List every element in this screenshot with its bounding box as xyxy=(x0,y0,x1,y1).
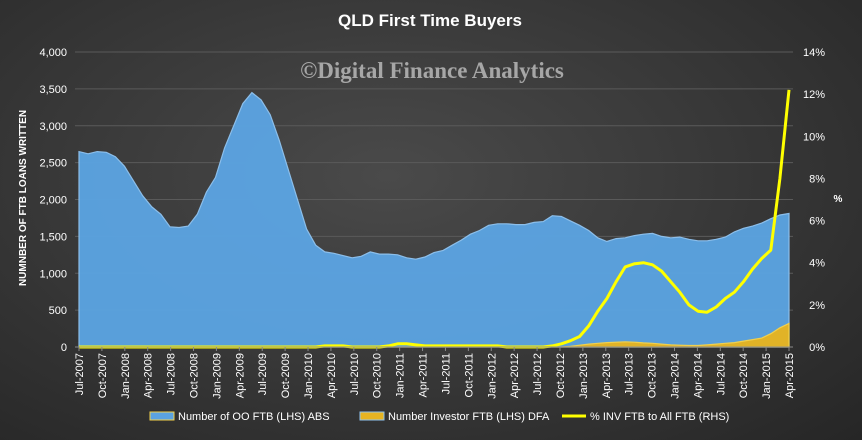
legend-swatch xyxy=(149,411,175,421)
legend-swatch xyxy=(359,411,385,421)
x-tick-label: Apr-2013 xyxy=(601,353,613,398)
x-tick-label: Apr-2009 xyxy=(234,353,246,398)
y-tick-label: 4,000 xyxy=(39,47,67,59)
y-axis-label: NUMNBER OF FTB LOANS WRITTEN xyxy=(18,110,29,286)
x-tick-label: Oct-2011 xyxy=(463,353,475,397)
y2-tick-label: 0% xyxy=(809,342,825,354)
x-tick-label: Oct-2007 xyxy=(97,353,109,398)
x-tick-label: Jul-2010 xyxy=(349,353,361,395)
legend-label: Number Investor FTB (LHS) DFA xyxy=(388,411,550,423)
y2-tick-label: 8% xyxy=(809,173,825,185)
legend-label: Number of OO FTB (LHS) ABS xyxy=(178,411,330,423)
x-tick-label: Jul-2012 xyxy=(532,353,544,395)
y-tick-label: 3,500 xyxy=(39,84,67,96)
y2-tick-label: 14% xyxy=(803,47,825,59)
y2-tick-label: 12% xyxy=(803,89,825,101)
x-tick-label: Jan-2015 xyxy=(761,353,773,399)
x-tick-label: Jan-2013 xyxy=(578,353,590,399)
x-tick-label: Jul-2011 xyxy=(440,353,452,394)
y2-tick-label: 10% xyxy=(803,131,825,143)
watermark-text: ©Digital Finance Analytics xyxy=(300,58,564,83)
x-tick-label: Oct-2014 xyxy=(738,353,750,398)
x-tick-label: Jul-2008 xyxy=(166,353,178,395)
y2-tick-label: 4% xyxy=(809,258,825,270)
x-tick-label: Jan-2009 xyxy=(211,353,223,399)
y-tick-label: 2,500 xyxy=(39,158,67,170)
x-tick-label: Apr-2010 xyxy=(326,353,338,398)
x-tick-label: Jan-2010 xyxy=(303,353,315,399)
x-tick-label: Apr-2011 xyxy=(418,353,430,397)
x-tick-label: Jul-2009 xyxy=(257,353,269,395)
x-tick-label: Apr-2008 xyxy=(143,353,155,398)
y-tick-label: 500 xyxy=(49,305,67,317)
y-tick-label: 0 xyxy=(61,342,67,354)
y2-tick-label: 6% xyxy=(809,216,825,228)
chart-title: QLD First Time Buyers xyxy=(338,11,522,30)
x-tick-label: Jan-2014 xyxy=(669,353,681,399)
legend-label: % INV FTB to All FTB (RHS) xyxy=(590,411,729,423)
x-tick-label: Jan-2008 xyxy=(120,353,132,399)
y2-tick-label: 2% xyxy=(809,300,825,312)
area-series-layer xyxy=(78,91,790,348)
x-tick-label: Jan-2011 xyxy=(395,353,407,398)
x-tick-label: Oct-2009 xyxy=(280,353,292,398)
area-series-0 xyxy=(78,91,790,348)
x-tick-label: Apr-2014 xyxy=(692,353,704,398)
x-tick-label: Jul-2014 xyxy=(715,353,727,395)
y-tick-label: 1,500 xyxy=(39,231,67,243)
x-tick-label: Apr-2012 xyxy=(509,353,521,398)
x-tick-label: Apr-2015 xyxy=(784,353,796,398)
x-tick-label: Oct-2012 xyxy=(555,353,567,398)
x-tick-label: Oct-2008 xyxy=(189,353,201,398)
x-tick-label: Oct-2010 xyxy=(372,353,384,398)
x-tick-label: Oct-2013 xyxy=(647,353,659,398)
x-tick-label: Jul-2013 xyxy=(624,353,636,395)
y-tick-label: 1,000 xyxy=(39,268,67,280)
x-tick-label: Jan-2012 xyxy=(486,353,498,399)
x-tick-label: Jul-2007 xyxy=(74,353,86,395)
y2-axis-label: % xyxy=(834,194,843,205)
y-tick-label: 2,000 xyxy=(39,195,67,207)
legend: Number of OO FTB (LHS) ABS Number Investo… xyxy=(149,411,729,423)
axes: 0 500 1,000 1,500 2,000 2,500 3,000 3,500 4,000 0… xyxy=(39,47,825,399)
y-tick-label: 3,000 xyxy=(39,121,67,133)
